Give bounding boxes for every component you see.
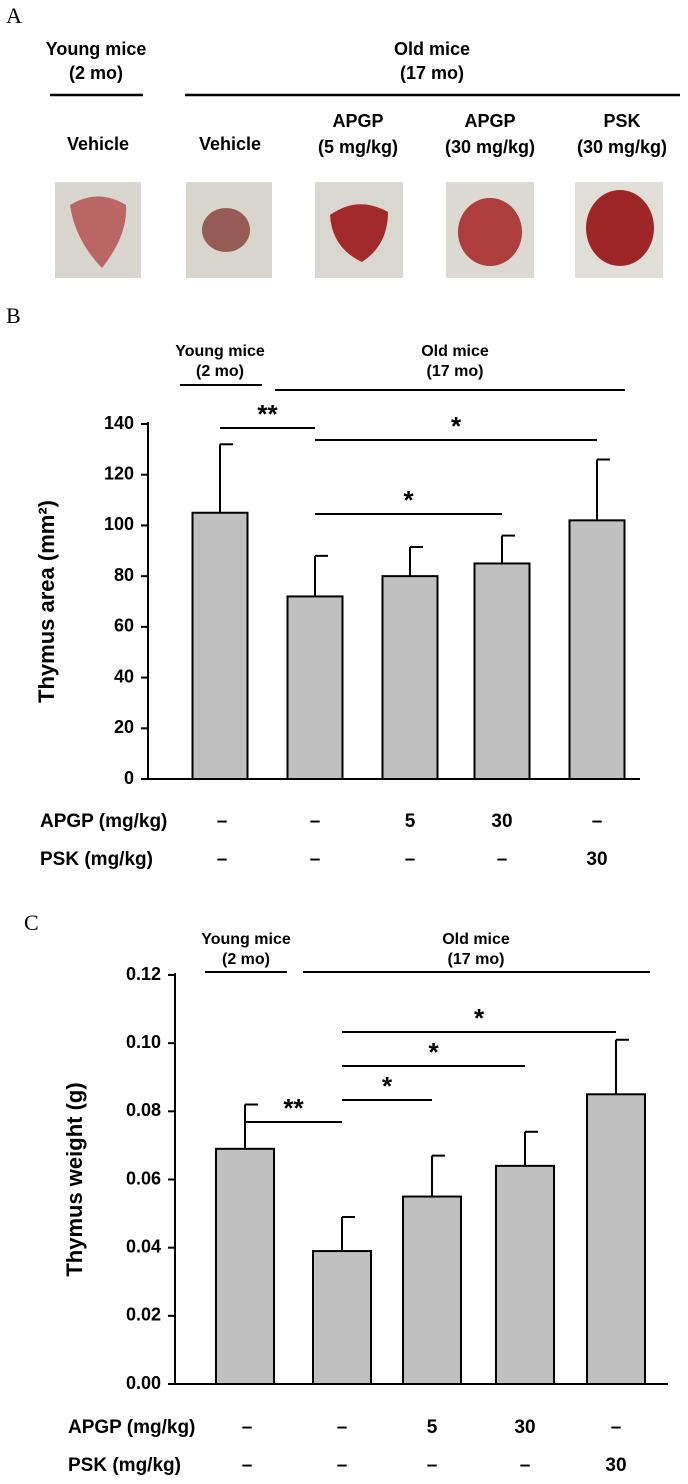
- group-detail: (2 mo): [222, 951, 270, 968]
- y-tick-label: 0: [124, 768, 134, 788]
- y-tick-label: 0.02: [126, 1305, 161, 1325]
- bar: [191, 511, 249, 780]
- y-tick-label: 0.08: [126, 1100, 161, 1120]
- treatment-value: 5: [405, 811, 416, 832]
- treatment-value: –: [337, 1417, 348, 1438]
- treatment-value: –: [592, 811, 603, 832]
- column-label: Vehicle: [67, 134, 129, 154]
- bar: [495, 1164, 555, 1386]
- significance-label: *: [403, 485, 414, 515]
- group-label: Old mice: [394, 39, 470, 59]
- y-tick-label: 120: [104, 463, 134, 483]
- y-tick-label: 100: [104, 514, 134, 534]
- group-detail: (2 mo): [69, 63, 123, 83]
- y-tick-label: 60: [114, 616, 134, 636]
- y-tick-label: 80: [114, 565, 134, 585]
- significance-label: **: [257, 399, 278, 429]
- y-tick-label: 0.04: [126, 1236, 161, 1256]
- treatment-value: –: [310, 849, 321, 870]
- treatment-value: 30: [586, 849, 607, 870]
- treatment-value: 30: [605, 1455, 626, 1476]
- column-label: Vehicle: [199, 134, 261, 154]
- y-tick-label: 0.10: [126, 1032, 161, 1052]
- bar: [473, 562, 531, 781]
- panel-label: C: [24, 910, 39, 935]
- treatment-value: –: [242, 1455, 253, 1476]
- panel-label: B: [6, 303, 21, 328]
- treatment-value: –: [217, 849, 228, 870]
- treatment-value: –: [310, 811, 321, 832]
- y-tick-label: 140: [104, 413, 134, 433]
- bar: [286, 595, 344, 781]
- treatment-name: PSK (mg/kg): [40, 849, 153, 870]
- column-label: APGP: [464, 111, 515, 131]
- y-axis-label: Thymus weight (g): [62, 1082, 87, 1276]
- treatment-value: –: [337, 1455, 348, 1476]
- group-detail: (17 mo): [448, 951, 505, 968]
- photos: [55, 182, 663, 278]
- column-label: APGP: [332, 111, 383, 131]
- significance-label: *: [428, 1037, 439, 1067]
- significance-label: *: [474, 1003, 485, 1033]
- bar: [402, 1195, 462, 1385]
- y-tick-label: 0.06: [126, 1168, 161, 1188]
- group-label: Young mice: [46, 39, 147, 59]
- bar: [568, 519, 626, 780]
- y-tick-label: 20: [114, 717, 134, 737]
- panel-label: A: [6, 3, 22, 28]
- significance-label: **: [283, 1093, 304, 1123]
- group-label: Old mice: [421, 343, 489, 360]
- treatment-value: –: [611, 1417, 622, 1438]
- treatment-value: –: [405, 849, 416, 870]
- treatment-value: 30: [514, 1417, 535, 1438]
- treatment-value: –: [497, 849, 508, 870]
- y-tick-label: 40: [114, 666, 134, 686]
- treatment-name: PSK (mg/kg): [68, 1455, 181, 1476]
- treatment-value: –: [217, 811, 228, 832]
- treatment-value: –: [242, 1417, 253, 1438]
- column-label: PSK: [603, 111, 640, 131]
- group-label: Young mice: [201, 931, 291, 948]
- bar: [215, 1147, 275, 1385]
- column-label: (30 mg/kg): [445, 137, 535, 157]
- bar: [381, 575, 439, 781]
- bar: [312, 1250, 372, 1385]
- treatment-value: 30: [491, 811, 512, 832]
- y-tick-label: 0.00: [126, 1373, 161, 1393]
- treatment-value: –: [520, 1455, 531, 1476]
- treatment-name: APGP (mg/kg): [68, 1417, 195, 1438]
- group-detail: (2 mo): [196, 363, 244, 380]
- treatment-value: 5: [427, 1417, 438, 1438]
- significance-label: *: [451, 411, 462, 441]
- group-label: Old mice: [442, 931, 510, 948]
- group-detail: (17 mo): [427, 363, 484, 380]
- y-tick-label: 0.12: [126, 964, 161, 984]
- column-label: (5 mg/kg): [318, 137, 398, 157]
- group-detail: (17 mo): [400, 63, 464, 83]
- treatment-name: APGP (mg/kg): [40, 811, 167, 832]
- y-axis-label: Thymus area (mm²): [34, 500, 59, 703]
- bar: [586, 1093, 646, 1385]
- column-label: (30 mg/kg): [577, 137, 667, 157]
- treatment-value: –: [427, 1455, 438, 1476]
- significance-label: *: [382, 1071, 393, 1101]
- group-label: Young mice: [175, 343, 265, 360]
